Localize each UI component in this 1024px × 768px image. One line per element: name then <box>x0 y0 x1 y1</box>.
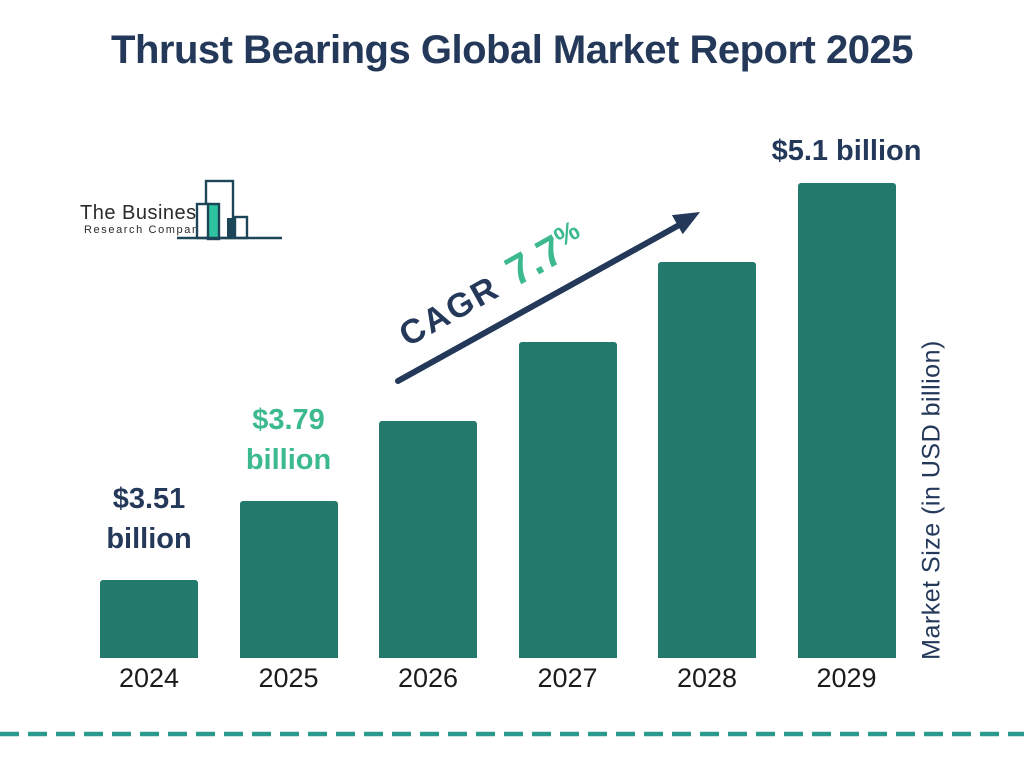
logo-text-line2: Research Company <box>84 224 207 236</box>
cagr-label: CAGR <box>392 268 506 355</box>
bar-2029 <box>797 183 896 658</box>
x-tick-2027: 2027 <box>537 663 598 693</box>
logo-bars-icon <box>177 179 282 241</box>
bar-2024 <box>100 580 198 658</box>
value-label-2024: $3.51 billion <box>106 483 192 555</box>
bar-2026 <box>379 421 477 658</box>
bar-2025 <box>239 500 338 658</box>
bar-2027 <box>518 341 617 658</box>
x-tick-2029: 2029 <box>816 663 877 693</box>
logo-text-line1: The Business <box>80 202 208 224</box>
page-title: Thrust Bearings Global Market Report 202… <box>111 28 913 72</box>
y-axis-label: Market Size (in USD billion) <box>917 340 946 660</box>
value-label-2029: $5.1 billion <box>771 135 922 167</box>
x-tick-2026: 2026 <box>397 663 459 693</box>
x-tick-2025: 2025 <box>258 663 319 693</box>
bar-2028 <box>658 262 756 658</box>
x-tick-2028: 2028 <box>676 663 738 693</box>
cagr-annotation: CAGR7.7% <box>389 214 593 356</box>
x-tick-2024: 2024 <box>118 663 180 693</box>
value-label-2025: $3.79 billion <box>245 403 332 476</box>
